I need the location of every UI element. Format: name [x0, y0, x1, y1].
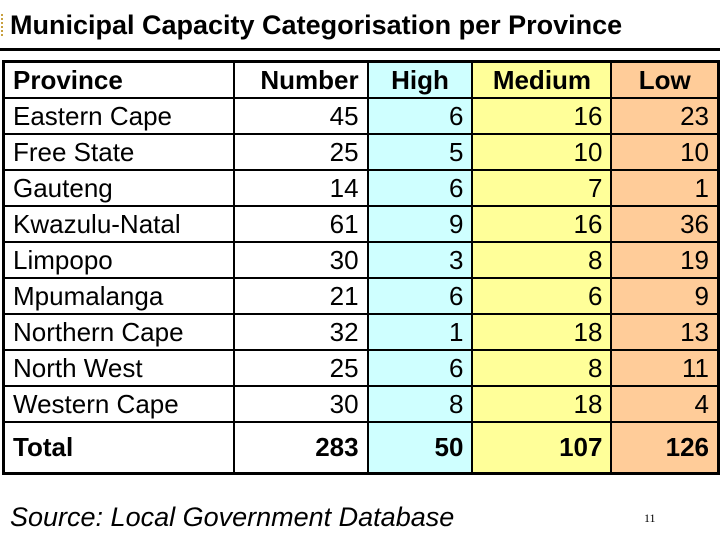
page-number: 11: [644, 511, 656, 525]
cell-high: 6: [366, 97, 474, 135]
cell-high: 6: [366, 277, 474, 315]
cell-medium: 16: [471, 97, 613, 135]
cell-province: Kwazulu-Natal: [2, 205, 236, 243]
cell-medium: 7: [471, 169, 613, 207]
cell-low: 13: [610, 313, 720, 351]
cell-number: 25: [233, 133, 369, 171]
cell-province: Western Cape: [2, 385, 236, 423]
header-high: High: [366, 60, 474, 99]
cell-province: Mpumalanga: [2, 277, 236, 315]
cell-number: 32: [233, 313, 369, 351]
cell-number: 45: [233, 97, 369, 135]
table-total-row: Total 283 50 107 126: [2, 421, 720, 475]
cell-medium: 10: [471, 133, 613, 171]
cell-low: 1: [610, 169, 720, 207]
cell-number: 30: [233, 241, 369, 279]
table-row: Gauteng 14 6 7 1: [2, 169, 720, 207]
total-medium: 107: [471, 421, 613, 475]
header-province: Province: [2, 60, 236, 99]
cell-medium: 6: [471, 277, 613, 315]
source-note: Source: Local Government Database: [10, 502, 455, 532]
cell-high: 8: [366, 385, 474, 423]
cell-high: 1: [366, 313, 474, 351]
cell-low: 11: [610, 349, 720, 387]
header-low: Low: [610, 60, 720, 99]
cell-province: Northern Cape: [2, 313, 236, 351]
cell-number: 25: [233, 349, 369, 387]
cell-high: 6: [366, 169, 474, 207]
slide-title: Municipal Capacity Categorisation per Pr…: [10, 10, 623, 40]
cell-province: Limpopo: [2, 241, 236, 279]
cell-low: 9: [610, 277, 720, 315]
cell-province: Gauteng: [2, 169, 236, 207]
cell-low: 36: [610, 205, 720, 243]
capacity-table: Province Number High Medium Low Eastern …: [2, 60, 720, 475]
cell-low: 23: [610, 97, 720, 135]
cell-high: 3: [366, 241, 474, 279]
cell-number: 30: [233, 385, 369, 423]
table-row: Northern Cape 32 1 18 13: [2, 313, 720, 351]
cell-high: 9: [366, 205, 474, 243]
table-row: Mpumalanga 21 6 6 9: [2, 277, 720, 315]
title-divider: [0, 48, 720, 51]
cell-number: 21: [233, 277, 369, 315]
table-row: Western Cape 30 8 18 4: [2, 385, 720, 423]
cell-low: 10: [610, 133, 720, 171]
cell-province: Free State: [2, 133, 236, 171]
table-row: Kwazulu-Natal 61 9 16 36: [2, 205, 720, 243]
total-low: 126: [610, 421, 720, 475]
header-number: Number: [233, 60, 369, 99]
cell-medium: 16: [471, 205, 613, 243]
cell-high: 6: [366, 349, 474, 387]
cell-low: 19: [610, 241, 720, 279]
cell-high: 5: [366, 133, 474, 171]
cell-medium: 8: [471, 349, 613, 387]
table-row: North West 25 6 8 11: [2, 349, 720, 387]
cell-number: 14: [233, 169, 369, 207]
cell-province: Eastern Cape: [2, 97, 236, 135]
title-marker: [1, 14, 7, 36]
cell-low: 4: [610, 385, 720, 423]
total-number: 283: [233, 421, 369, 475]
cell-number: 61: [233, 205, 369, 243]
total-high: 50: [366, 421, 474, 475]
header-medium: Medium: [471, 60, 613, 99]
table-row: Free State 25 5 10 10: [2, 133, 720, 171]
table-header-row: Province Number High Medium Low: [2, 60, 720, 99]
cell-medium: 18: [471, 385, 613, 423]
table-row: Eastern Cape 45 6 16 23: [2, 97, 720, 135]
cell-province: North West: [2, 349, 236, 387]
cell-medium: 8: [471, 241, 613, 279]
cell-medium: 18: [471, 313, 613, 351]
total-label: Total: [2, 421, 236, 475]
table-row: Limpopo 30 3 8 19: [2, 241, 720, 279]
